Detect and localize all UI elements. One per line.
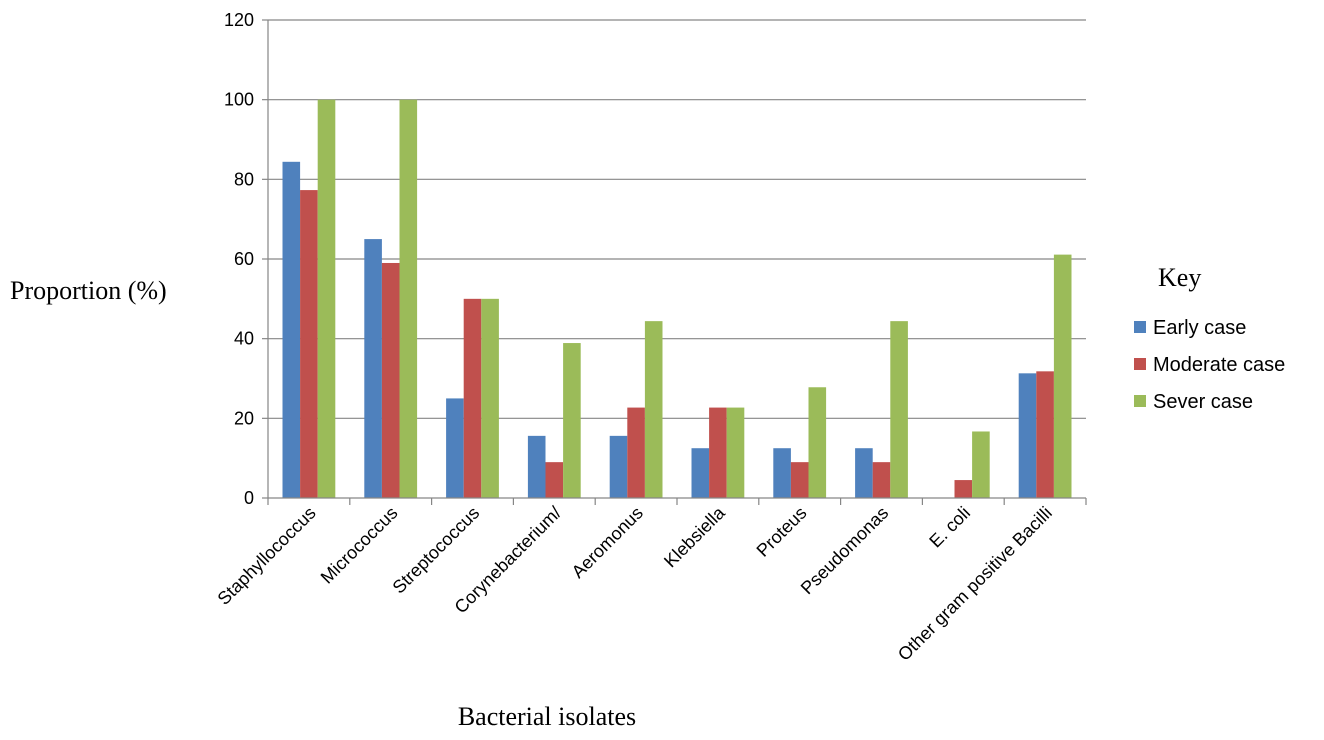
bar bbox=[609, 435, 628, 498]
x-tick-label: E. coli bbox=[925, 503, 974, 552]
bar bbox=[317, 99, 336, 499]
bar bbox=[773, 448, 791, 498]
legend-swatch bbox=[1134, 321, 1146, 333]
y-tick-label: 0 bbox=[244, 488, 254, 508]
x-tick-label: Other gram positive Bacilli bbox=[894, 503, 1056, 665]
legend-entry: Sever case bbox=[1153, 391, 1253, 413]
legend-swatch bbox=[1134, 395, 1146, 407]
bar bbox=[399, 99, 418, 499]
bar bbox=[282, 161, 301, 498]
bar bbox=[563, 343, 581, 498]
bar bbox=[364, 239, 382, 499]
legend-entry: Early case bbox=[1153, 317, 1246, 339]
bar bbox=[627, 407, 645, 498]
bar bbox=[709, 407, 727, 498]
y-tick-label: 20 bbox=[234, 408, 254, 428]
axes bbox=[267, 20, 1087, 505]
y-tick-label: 60 bbox=[234, 249, 254, 269]
y-tick-label: 80 bbox=[234, 169, 254, 189]
bar bbox=[527, 435, 546, 498]
legend: Key Early case Moderate case Sever case bbox=[1134, 263, 1285, 413]
x-tick-label: Aeromonus bbox=[568, 503, 647, 582]
bar bbox=[446, 398, 464, 498]
y-axis-label: Proportion (%) bbox=[10, 276, 167, 305]
bar bbox=[808, 387, 827, 498]
bar bbox=[954, 480, 973, 498]
bar bbox=[726, 407, 745, 498]
bar bbox=[481, 298, 499, 498]
bar bbox=[381, 262, 400, 498]
x-axis-label: Bacterial isolates bbox=[458, 702, 636, 731]
y-tick-label: 120 bbox=[224, 10, 254, 30]
bar bbox=[872, 462, 891, 498]
bar bbox=[1018, 373, 1037, 498]
legend-swatch bbox=[1134, 358, 1146, 370]
bar bbox=[463, 298, 482, 498]
x-tick-label: Klebsiella bbox=[660, 502, 729, 571]
bar bbox=[790, 462, 809, 498]
bar bbox=[545, 462, 564, 498]
x-axis-tick-labels: StaphyllococcusMicrococcusStreptococcusC… bbox=[214, 502, 1056, 665]
x-tick-label: Staphyllococcus bbox=[214, 503, 320, 609]
x-tick-label: Micrococcus bbox=[317, 503, 402, 588]
y-tick-label: 40 bbox=[234, 329, 254, 349]
bars bbox=[282, 99, 1072, 499]
legend-entry: Moderate case bbox=[1153, 354, 1285, 376]
bar bbox=[855, 448, 873, 498]
y-axis-tick-labels: 0 20 40 60 80 100 120 bbox=[224, 10, 254, 508]
bar bbox=[644, 321, 663, 498]
legend-title: Key bbox=[1158, 263, 1201, 292]
y-tick-label: 100 bbox=[224, 90, 254, 110]
bar bbox=[1053, 254, 1072, 498]
bar bbox=[890, 321, 908, 498]
bar bbox=[1036, 371, 1054, 498]
x-tick-label: Proteus bbox=[753, 503, 811, 561]
bar bbox=[972, 431, 990, 498]
bar bbox=[691, 448, 710, 498]
x-tick-label: Pseudomonas bbox=[797, 503, 893, 599]
bar bbox=[300, 190, 318, 499]
